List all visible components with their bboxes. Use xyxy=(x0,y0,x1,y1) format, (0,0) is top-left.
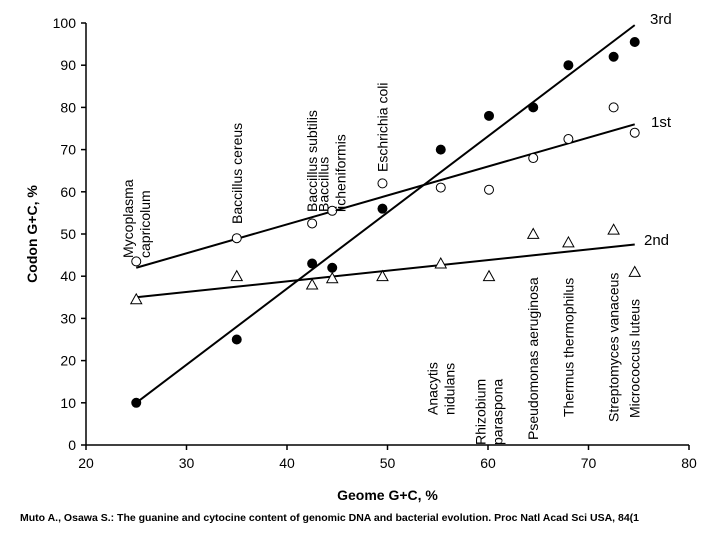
y-tick-label: 80 xyxy=(60,99,76,115)
x-tick-label: 70 xyxy=(581,455,597,471)
point-1st xyxy=(377,178,388,189)
species-label-upper: Mycoplasma xyxy=(120,179,136,258)
point-2nd xyxy=(129,292,143,305)
y-tick-label: 50 xyxy=(60,226,76,242)
trend-line-2nd xyxy=(136,243,635,299)
trend-line-1st xyxy=(135,123,636,269)
x-tick-label: 60 xyxy=(480,455,496,471)
point-2nd xyxy=(562,235,575,248)
point-1st xyxy=(608,102,619,113)
species-label-lower: Rhizobium xyxy=(473,379,489,445)
point-1st xyxy=(435,182,446,193)
point-3rd xyxy=(131,397,142,408)
point-3rd xyxy=(327,262,338,273)
species-label-lower: Thermus thermophilus xyxy=(560,278,576,417)
point-3rd xyxy=(231,334,242,345)
x-tick-label: 80 xyxy=(681,455,697,471)
x-tick-label: 30 xyxy=(179,455,195,471)
point-1st xyxy=(629,127,640,138)
point-2nd xyxy=(482,269,496,282)
species-label-lower: Micrococcus luteus xyxy=(627,299,643,418)
chart-axes: 20 30 40 50 60 70 80 0 10 20 30 40 50 60 70 80 90 100 xyxy=(53,15,697,471)
y-tick-label: 40 xyxy=(60,268,76,284)
point-2nd xyxy=(305,278,319,290)
point-3rd xyxy=(629,36,640,47)
x-tick-label: 50 xyxy=(380,455,396,471)
point-3rd xyxy=(435,144,446,155)
x-tick-label: 20 xyxy=(78,455,94,471)
point-1st xyxy=(131,256,142,267)
species-label-upper: Baccillus cereus xyxy=(229,123,245,224)
species-label-upper: Baccillus xyxy=(316,157,332,212)
x-axis-label: Geome G+C, % xyxy=(337,487,438,503)
species-label-upper: Eschrichia coli xyxy=(374,83,390,172)
point-3rd xyxy=(377,203,388,214)
point-1st xyxy=(231,233,242,244)
point-2nd xyxy=(230,269,244,282)
y-tick-label: 30 xyxy=(60,310,76,326)
species-label-lower: Anacytis xyxy=(424,362,440,415)
species-label-upper: Baccillus subtilis xyxy=(304,110,320,212)
y-tick-label: 60 xyxy=(60,184,76,200)
point-2nd xyxy=(325,271,339,284)
species-label-lower: Pseudomonas aeruginosa xyxy=(525,277,541,440)
point-2nd xyxy=(526,227,540,239)
y-tick-label: 100 xyxy=(53,15,77,31)
chart-labels: 3rd 1st 2nd Mycoplasma capricolum Baccillus c… xyxy=(120,11,672,445)
point-2nd xyxy=(376,269,389,282)
point-1st xyxy=(528,153,539,164)
chart-trend-lines xyxy=(135,24,636,404)
point-1st xyxy=(327,205,338,216)
trend-line-3rd xyxy=(135,24,636,404)
species-label-upper: licheniformis xyxy=(333,134,349,212)
y-tick-label: 70 xyxy=(60,142,76,158)
species-label-lower: paraspona xyxy=(490,379,506,445)
point-3rd xyxy=(484,110,495,121)
point-2nd xyxy=(607,223,620,235)
series-label-1st: 1st xyxy=(651,114,672,131)
series-label-2nd: 2nd xyxy=(644,232,669,249)
point-3rd xyxy=(563,60,574,71)
y-tick-label: 0 xyxy=(68,437,76,453)
point-3rd xyxy=(307,258,318,269)
point-1st xyxy=(307,218,318,229)
species-label-upper: capricolum xyxy=(137,190,153,258)
series-label-3rd: 3rd xyxy=(650,11,672,28)
x-tick-label: 40 xyxy=(279,455,295,471)
point-3rd xyxy=(528,102,539,113)
point-1st xyxy=(563,134,574,145)
citation-text: Muto A., Osawa S.: The guanine and cytoc… xyxy=(20,512,639,524)
y-tick-label: 90 xyxy=(60,57,76,73)
y-axis-label: Codon G+C, % xyxy=(24,185,40,283)
species-label-lower: Streptomyces vanaceus xyxy=(606,273,622,422)
y-tick-label: 20 xyxy=(60,353,76,369)
chart-data-points xyxy=(129,36,642,408)
point-1st xyxy=(484,184,495,195)
point-2nd xyxy=(434,257,448,269)
point-3rd xyxy=(608,51,619,62)
y-tick-label: 10 xyxy=(60,395,76,411)
point-2nd xyxy=(628,265,642,277)
species-label-lower: nidulans xyxy=(441,363,457,415)
